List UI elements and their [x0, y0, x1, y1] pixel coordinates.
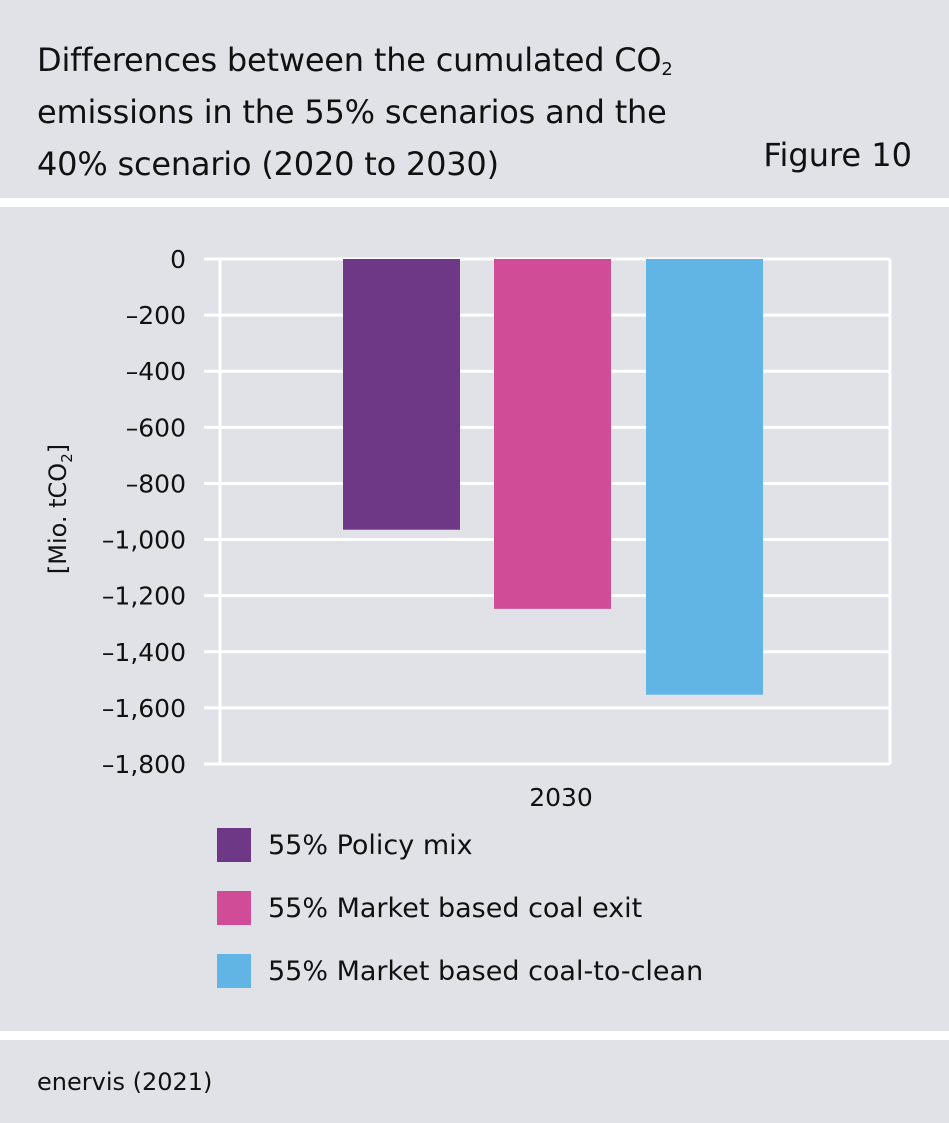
y-tick-label: –400	[126, 357, 186, 386]
legend-label: 55% Market based coal-to-clean	[268, 955, 704, 987]
x-axis-category-label: 2030	[529, 783, 593, 812]
y-axis-ticks: 0 –200 –400 –600 –800 –1,000 –1,200 –1,400 –1,60…	[102, 245, 186, 779]
legend-label: 55% Market based coal exit	[268, 892, 643, 924]
y-tick-label: –1,000	[102, 526, 186, 555]
legend-swatch	[217, 828, 251, 862]
legend-item-policy-mix: 55% Policy mix	[217, 827, 703, 863]
y-tick-label: –1,600	[102, 694, 186, 723]
legend-swatch	[217, 954, 251, 988]
y-tick-label: 0	[170, 245, 186, 274]
legend-swatch	[217, 891, 251, 925]
legend-item-coal-exit: 55% Market based coal exit	[217, 890, 703, 926]
title-rest: emissions in the 55% scenarios and the 4…	[37, 93, 667, 183]
legend-item-coal-to-clean: 55% Market based coal-to-clean	[217, 953, 703, 989]
axes	[218, 259, 892, 764]
bar	[494, 259, 611, 609]
legend: 55% Policy mix 55% Market based coal exi…	[217, 827, 703, 1016]
y-tick-label: –1,800	[102, 750, 186, 779]
figure-number: Figure 10	[763, 136, 912, 174]
y-tick-label: –800	[126, 469, 186, 498]
title-main: Differences between the cumulated CO	[37, 41, 662, 79]
y-tick-label: –600	[126, 413, 186, 442]
bar	[646, 259, 763, 695]
source-panel: enervis (2021)	[0, 1040, 949, 1123]
y-tick-label: –1,200	[102, 582, 186, 611]
chart-panel: 0 –200 –400 –600 –800 –1,000 –1,200 –1,400 –1,60…	[0, 207, 949, 1031]
y-tick-label: –1,400	[102, 638, 186, 667]
y-axis-label-end: ]	[44, 444, 72, 453]
y-axis-label: [Mio. tCO2]	[44, 444, 76, 574]
y-tick-label: –200	[126, 301, 186, 330]
source-note: enervis (2021)	[37, 1068, 213, 1096]
bar-chart: 0 –200 –400 –600 –800 –1,000 –1,200 –1,400 –1,60…	[44, 245, 892, 812]
figure-header: Differences between the cumulated CO2 emi…	[0, 0, 949, 198]
bar	[343, 259, 460, 530]
bars	[343, 259, 763, 695]
legend-label: 55% Policy mix	[268, 829, 473, 861]
y-axis-label-subscript: 2	[58, 453, 76, 463]
title-subscript: 2	[661, 59, 673, 80]
y-axis-label-main: [Mio. tCO	[44, 463, 72, 574]
figure-title: Differences between the cumulated CO2 emi…	[37, 34, 727, 190]
